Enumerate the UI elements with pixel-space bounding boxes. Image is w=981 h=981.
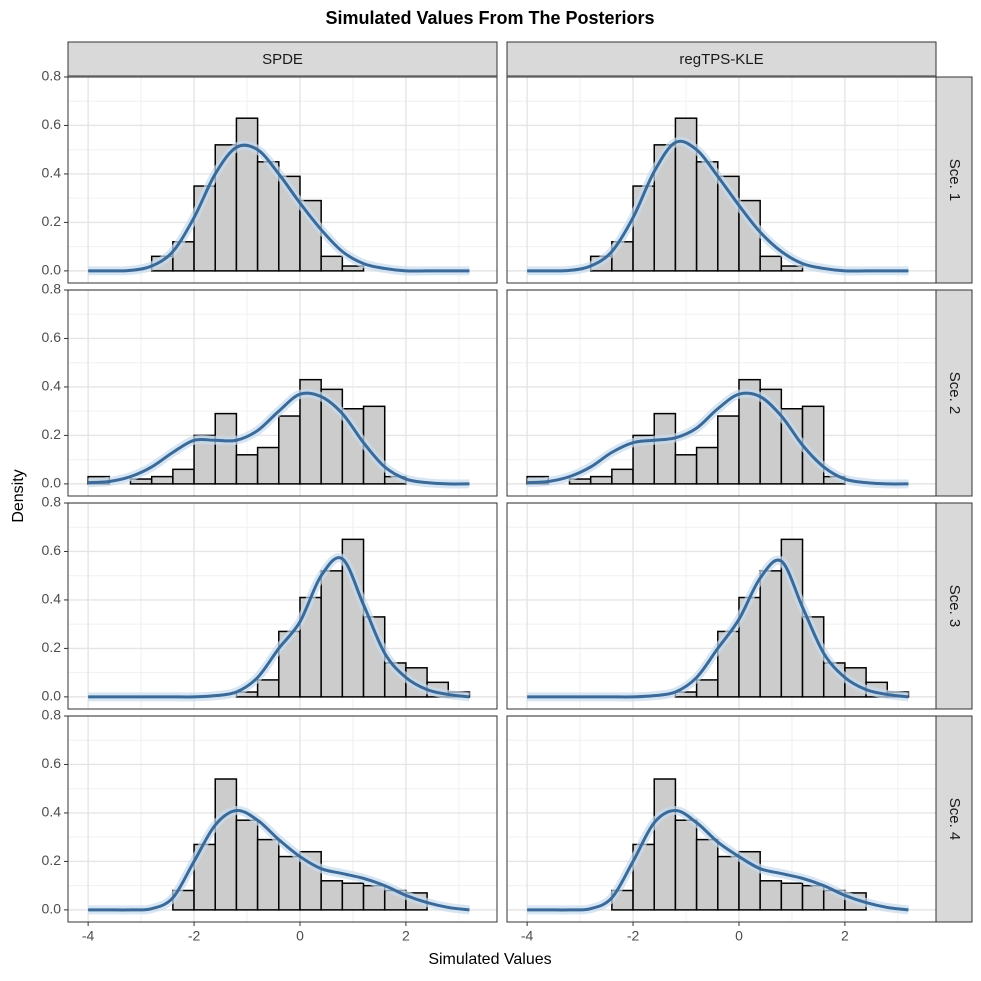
histogram-bar (235, 454, 259, 485)
histogram-bar (341, 882, 365, 911)
panel-border (67, 502, 498, 710)
density-curve (88, 556, 470, 699)
y-tick-label: 0.2 (42, 639, 62, 655)
histogram-bar (695, 838, 719, 911)
x-tick-label: -4 (82, 928, 95, 944)
y-tick-label: 0.6 (42, 542, 62, 558)
histogram-bar (256, 679, 280, 698)
histogram-bar (320, 255, 344, 272)
y-tick-label: 0.6 (42, 755, 62, 771)
x-tick-label: -2 (627, 928, 640, 944)
x-tick-label: 2 (841, 928, 849, 944)
histogram-bar (759, 570, 783, 698)
y-tick-label: 0.2 (42, 852, 62, 868)
y-tick-label: 0.0 (42, 901, 62, 917)
histogram-bar (341, 265, 365, 272)
histogram-bar (362, 884, 386, 911)
column-strip (67, 41, 498, 77)
y-tick-label: 0.8 (42, 707, 62, 723)
panel-border (506, 76, 937, 284)
histogram-bar (759, 880, 783, 911)
panel-border (67, 76, 498, 284)
y-tick-label: 0.4 (42, 165, 62, 181)
histogram-bar (653, 778, 677, 911)
histogram-bar (214, 412, 238, 485)
x-axis-title: Simulated Values (428, 951, 551, 968)
histogram-bar (150, 475, 174, 485)
histogram-bar (214, 778, 238, 911)
histogram-bar (801, 884, 825, 911)
density-curve (88, 391, 470, 486)
column-strip-label: regTPS-KLE (679, 51, 763, 68)
panel-border (506, 502, 937, 710)
histogram-bar (172, 468, 195, 485)
y-tick-label: 0.0 (42, 475, 62, 491)
y-axis-title: Density (10, 469, 27, 522)
row-strip-label: Sce. 4 (946, 798, 963, 841)
y-tick-label: 0.2 (42, 213, 62, 229)
row-strip (935, 502, 973, 710)
histogram-bar (759, 255, 783, 272)
histogram-bar (780, 265, 804, 272)
histogram-bar (278, 855, 301, 911)
row-strip (935, 76, 973, 284)
density-curve (527, 139, 909, 273)
y-tick-label: 0.4 (42, 378, 62, 394)
y-tick-label: 0.8 (42, 281, 62, 297)
panel-border (506, 289, 937, 497)
histogram-bar (235, 819, 259, 911)
density-curve (527, 391, 909, 486)
row-strip-label: Sce. 3 (946, 585, 963, 628)
row-strip-label: Sce. 2 (946, 372, 963, 415)
x-tick-label: 2 (402, 928, 410, 944)
histogram-bar (256, 838, 280, 911)
y-tick-label: 0.6 (42, 329, 62, 345)
row-strip-label: Sce. 1 (946, 159, 963, 202)
column-strip (506, 41, 937, 77)
x-tick-label: -4 (521, 928, 534, 944)
y-tick-label: 0.8 (42, 494, 62, 510)
row-strip (935, 289, 973, 497)
histogram-bar (278, 415, 301, 485)
histogram-bar (589, 475, 613, 485)
x-tick-label: 0 (735, 928, 743, 944)
histogram-bar (256, 161, 280, 272)
y-tick-label: 0.0 (42, 262, 62, 278)
histogram-bar (695, 679, 719, 698)
histogram-bar (653, 412, 677, 485)
histogram-bar (320, 570, 344, 698)
histogram-bar (611, 468, 634, 485)
column-strip-label: SPDE (262, 51, 303, 68)
histogram-bar (780, 882, 804, 911)
density-curve (527, 558, 909, 699)
panel-border (67, 289, 498, 497)
histogram-bar (674, 454, 698, 485)
chart-title: Simulated Values From The Posteriors (325, 8, 654, 28)
panel-border (67, 715, 498, 923)
x-tick-label: -2 (188, 928, 201, 944)
y-tick-label: 0.6 (42, 116, 62, 132)
histogram-bar (695, 446, 719, 485)
histogram-bar (320, 880, 344, 911)
histogram-bar (717, 415, 740, 485)
x-tick-label: 0 (296, 928, 304, 944)
y-tick-label: 0.8 (42, 68, 62, 84)
y-tick-label: 0.2 (42, 426, 62, 442)
density-curve (88, 143, 470, 273)
density-curve (88, 809, 470, 912)
y-tick-label: 0.4 (42, 804, 62, 820)
density-curve (527, 809, 909, 912)
histogram-bar (717, 855, 740, 911)
histogram-bar (674, 819, 698, 911)
y-tick-label: 0.0 (42, 688, 62, 704)
panel-border (506, 715, 937, 923)
histogram-bar (256, 446, 280, 485)
y-tick-label: 0.4 (42, 591, 62, 607)
